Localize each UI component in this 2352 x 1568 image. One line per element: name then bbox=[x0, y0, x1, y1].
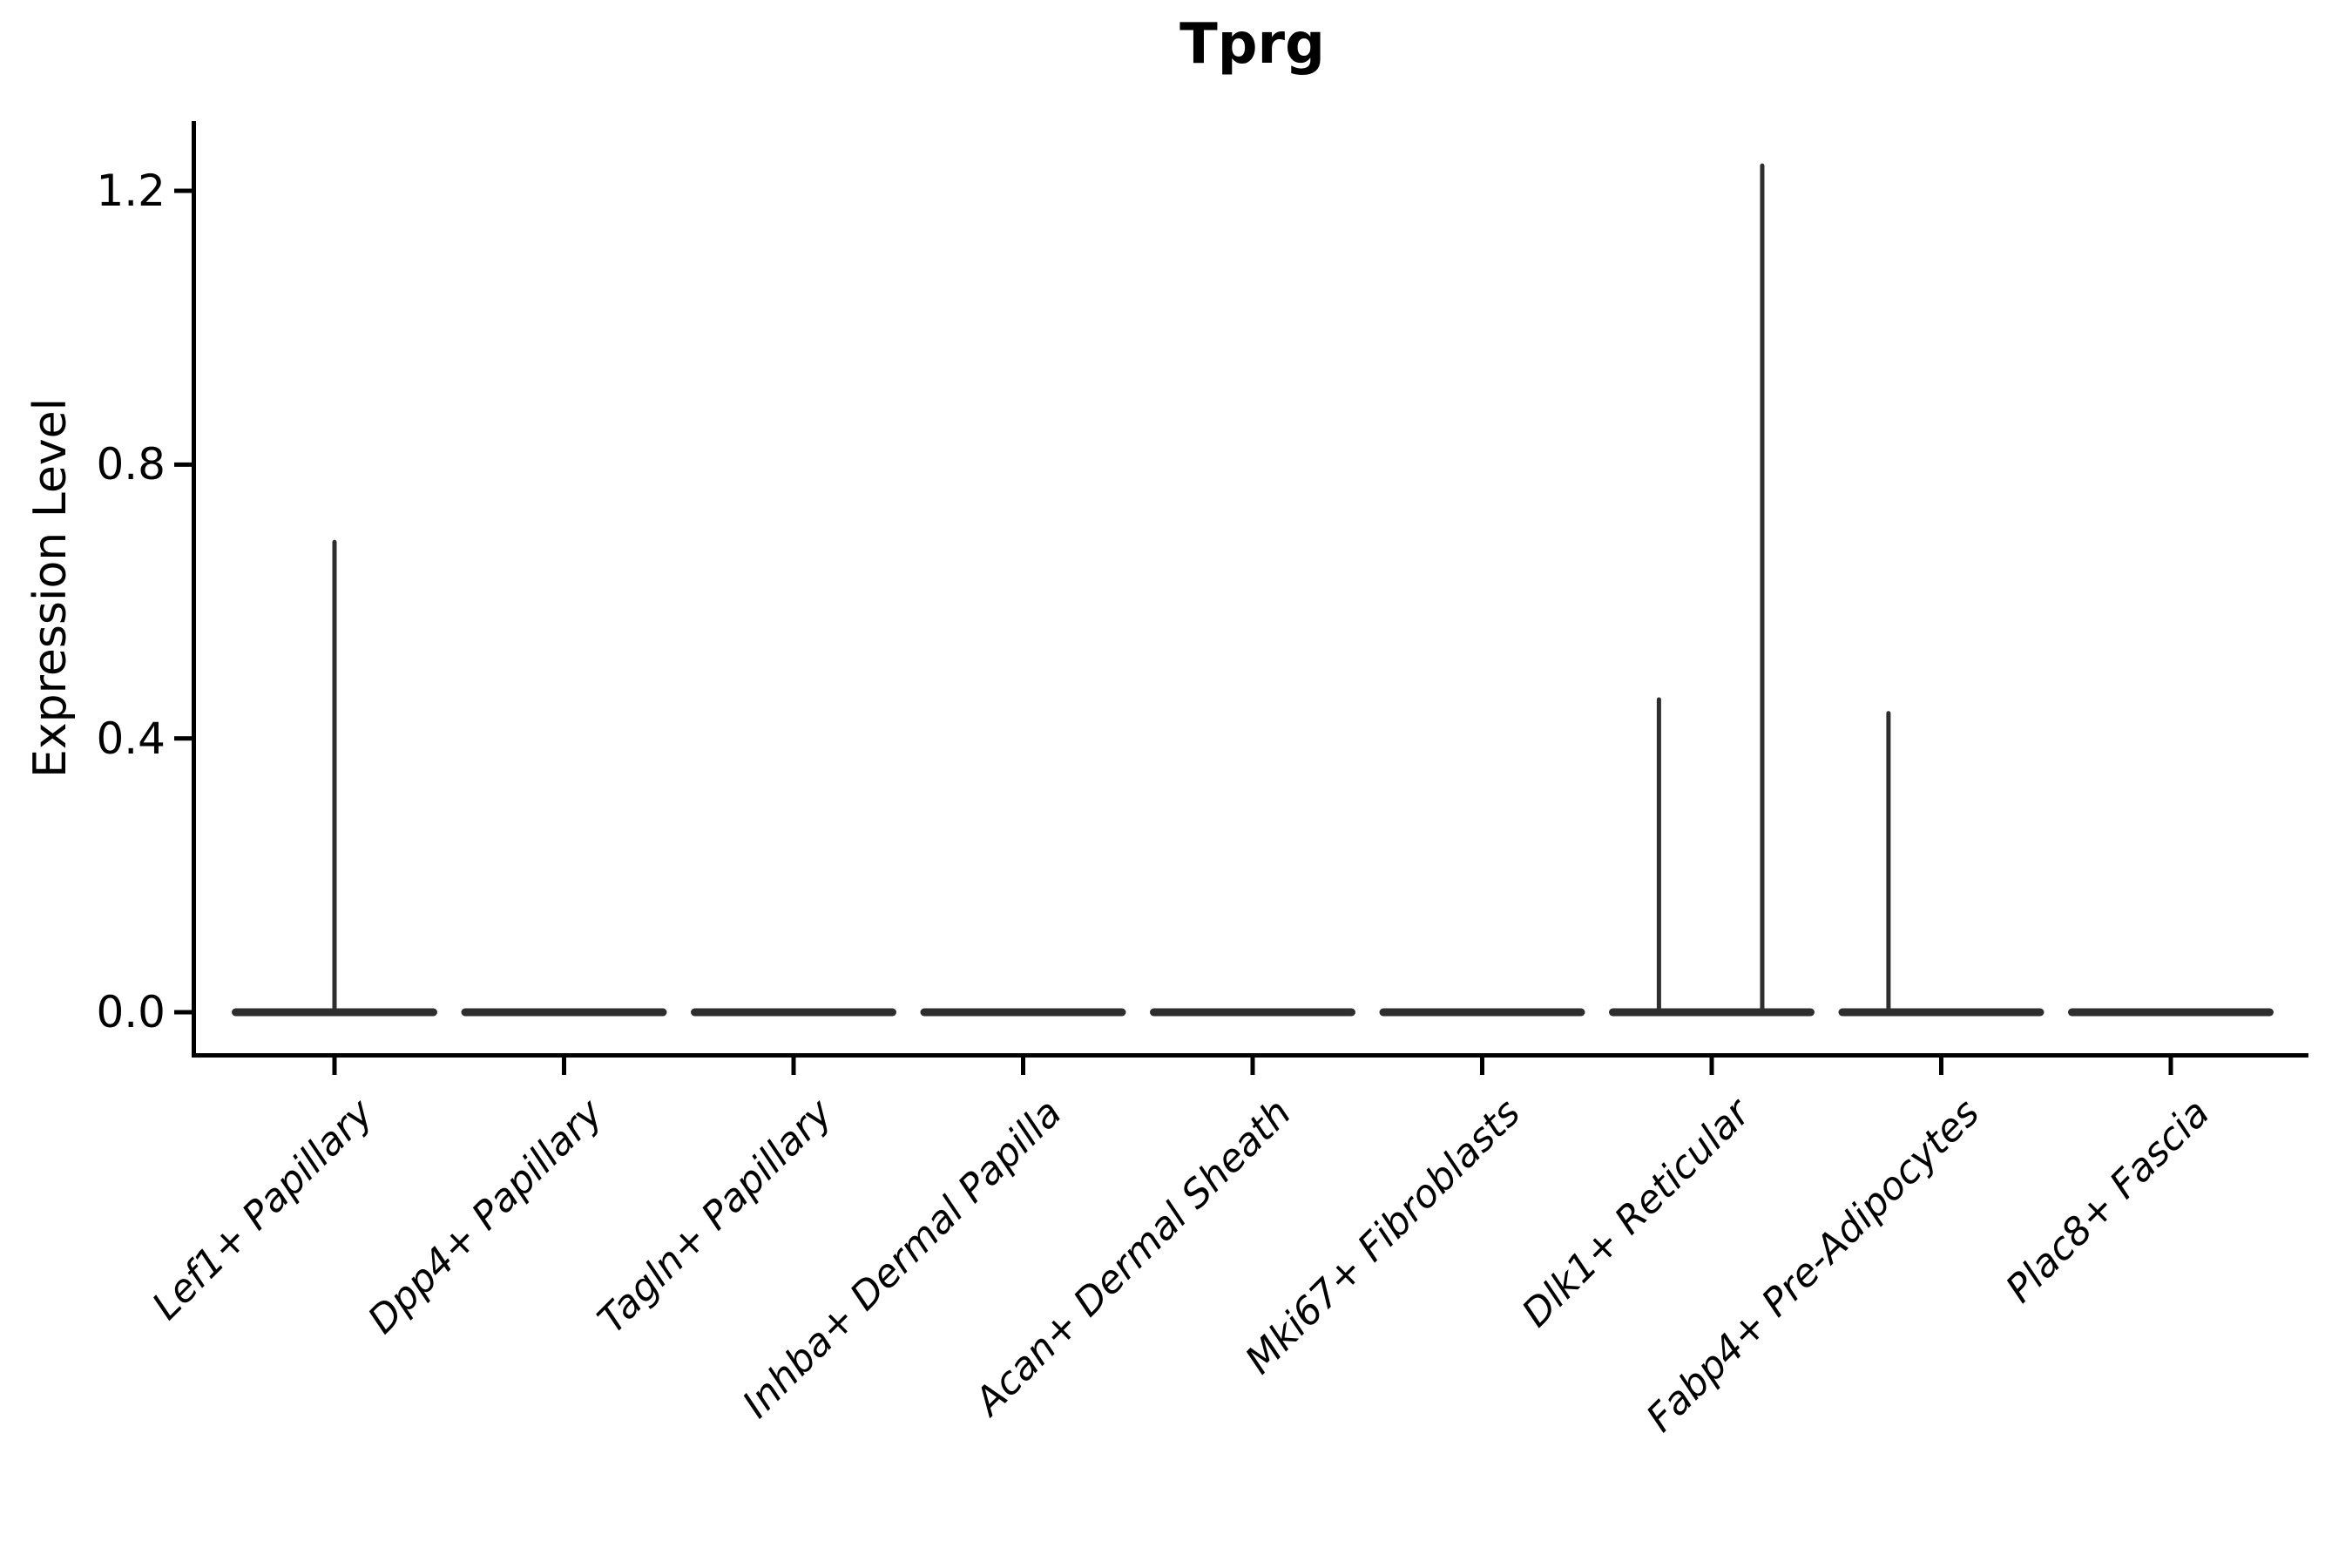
violin-baseline bbox=[1150, 1008, 1355, 1017]
plot-title: Tprg bbox=[1179, 12, 1325, 77]
x-tick-mark bbox=[791, 1058, 796, 1075]
x-axis-spine bbox=[192, 1053, 2308, 1058]
x-tick-mark bbox=[1939, 1058, 1943, 1075]
y-tick-label: 0.0 bbox=[96, 987, 166, 1037]
x-tick-mark bbox=[1480, 1058, 1484, 1075]
violin-baseline bbox=[461, 1008, 667, 1017]
x-tick-mark bbox=[1021, 1058, 1025, 1075]
violin-spike bbox=[332, 539, 337, 1017]
x-tick-mark bbox=[1250, 1058, 1255, 1075]
y-tick-label: 1.2 bbox=[96, 166, 166, 217]
violin-baseline bbox=[1609, 1008, 1815, 1017]
violin-baseline bbox=[1379, 1008, 1585, 1017]
violin-baseline bbox=[920, 1008, 1126, 1017]
x-tick-mark bbox=[1709, 1058, 1714, 1075]
y-tick-mark bbox=[174, 462, 192, 467]
violin-spike bbox=[1886, 711, 1891, 1017]
violin-spike bbox=[1760, 163, 1765, 1017]
violin-spike bbox=[1656, 697, 1661, 1017]
y-tick-label: 0.4 bbox=[96, 713, 166, 764]
violin-baseline bbox=[1838, 1008, 2044, 1017]
violin-baseline bbox=[691, 1008, 896, 1017]
y-axis-spine bbox=[192, 121, 196, 1058]
x-tick-mark bbox=[562, 1058, 566, 1075]
violin-baseline bbox=[2068, 1008, 2274, 1017]
x-tick-mark bbox=[2168, 1058, 2173, 1075]
y-tick-mark bbox=[174, 188, 192, 193]
y-tick-label: 0.8 bbox=[96, 439, 166, 490]
y-tick-mark bbox=[174, 1010, 192, 1015]
y-tick-mark bbox=[174, 736, 192, 741]
x-tick-mark bbox=[332, 1058, 337, 1075]
